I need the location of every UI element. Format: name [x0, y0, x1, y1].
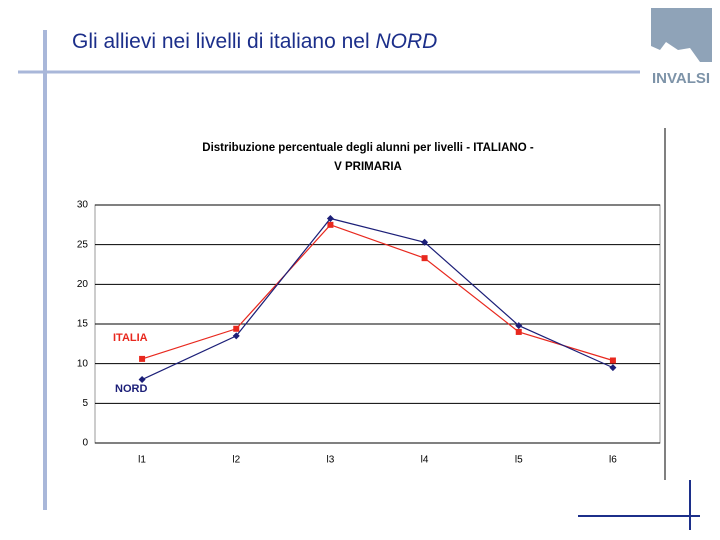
slide-title-text: Gli allievi nei livelli di italiano nel — [72, 30, 370, 53]
marker — [139, 355, 146, 362]
y-tick-label: 0 — [82, 438, 88, 449]
x-tick-label: l4 — [421, 455, 429, 466]
series-line — [141, 224, 614, 362]
x-tick-label: l3 — [327, 455, 335, 466]
marker — [421, 255, 428, 262]
y-tick-label: 10 — [77, 358, 89, 369]
logo-text: INVALSI — [652, 70, 710, 87]
marker — [233, 325, 240, 332]
x-tick-label: l6 — [609, 455, 617, 466]
chart-title: Distribuzione percentuale degli alunni p… — [202, 142, 534, 154]
series-label: NORD — [115, 383, 147, 395]
x-tick-label: l5 — [515, 455, 523, 466]
marker — [421, 238, 429, 246]
y-tick-label: 15 — [77, 319, 89, 330]
x-tick-label: l1 — [138, 455, 146, 466]
series-label: ITALIA — [113, 332, 148, 344]
marker — [609, 364, 617, 372]
marker — [515, 322, 523, 330]
y-tick-label: 25 — [77, 239, 89, 250]
logo-shape — [651, 8, 712, 62]
marker — [326, 214, 334, 222]
marker — [609, 357, 616, 364]
marker — [138, 376, 146, 384]
marker — [515, 328, 522, 335]
y-tick-label: 20 — [77, 279, 89, 290]
chart-title: V PRIMARIA — [334, 161, 402, 173]
series-line — [141, 217, 614, 381]
marker — [327, 221, 334, 228]
marker — [232, 332, 240, 340]
slide-title: Gli allievi nei livelli di italiano nel … — [72, 30, 437, 53]
y-tick-label: 30 — [77, 200, 89, 211]
y-tick-label: 5 — [82, 398, 88, 409]
x-tick-label: l2 — [232, 455, 240, 466]
slide-title-emphasis: NORD — [375, 30, 437, 53]
